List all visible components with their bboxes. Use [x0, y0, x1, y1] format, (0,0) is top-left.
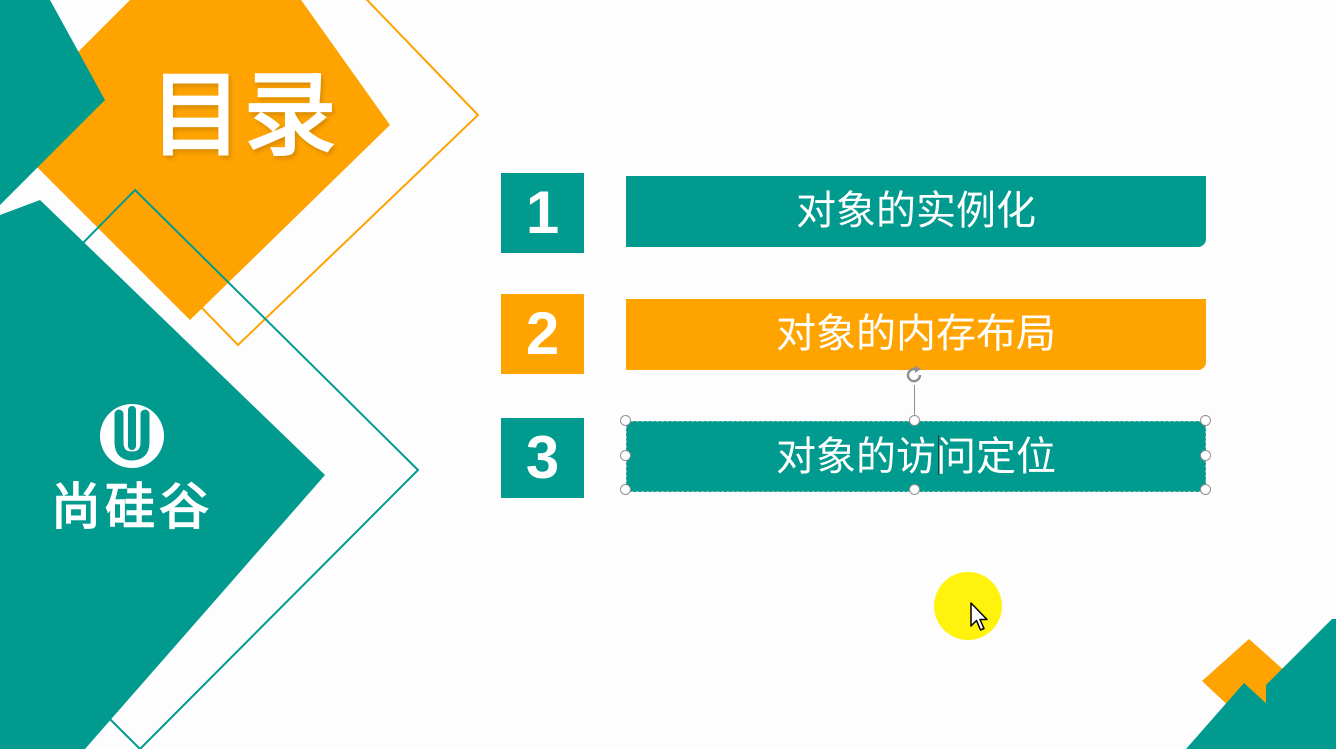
item-label-2[interactable]: 对象的内存布局 [626, 299, 1206, 370]
item-label-3[interactable]: 对象的访问定位 [626, 421, 1206, 492]
text-caret [938, 435, 939, 475]
resize-handle-bottom-right[interactable] [1200, 484, 1211, 495]
item-number-1: 1 [501, 173, 584, 253]
resize-handle-right[interactable] [1200, 450, 1211, 461]
teal-large-diamond [0, 200, 325, 749]
slide-title: 目录 [150, 62, 339, 169]
resize-handle-bottom-left[interactable] [620, 484, 631, 495]
resize-handle-left[interactable] [620, 450, 631, 461]
resize-handle-top-right[interactable] [1200, 415, 1211, 426]
brand-name: 尚硅谷 [51, 478, 213, 536]
br-teal-small [1186, 683, 1316, 749]
item-label-1[interactable]: 对象的实例化 [626, 176, 1206, 247]
br-orange-diamond [1202, 639, 1296, 725]
bottom-right-decoration [1186, 619, 1336, 749]
resize-handle-top[interactable] [909, 415, 920, 426]
u-logo-icon [100, 404, 164, 468]
br-teal-diamond [1266, 619, 1336, 749]
teal-top-shape [0, 0, 105, 205]
mouse-pointer-icon [970, 602, 988, 631]
resize-handle-top-left[interactable] [620, 415, 631, 426]
rotation-stem [914, 385, 915, 421]
teal-outline-diamond [0, 188, 420, 749]
resize-handle-bottom[interactable] [909, 484, 920, 495]
rotate-handle-icon[interactable] [903, 364, 925, 386]
cursor-highlight-circle [934, 572, 1002, 640]
orange-diamond [0, 0, 390, 320]
cursor-highlight [934, 572, 1004, 642]
item-number-3: 3 [501, 418, 584, 498]
left-decoration [0, 0, 480, 749]
brand-logo: 尚硅谷 [22, 400, 242, 535]
item-number-2: 2 [501, 294, 584, 374]
